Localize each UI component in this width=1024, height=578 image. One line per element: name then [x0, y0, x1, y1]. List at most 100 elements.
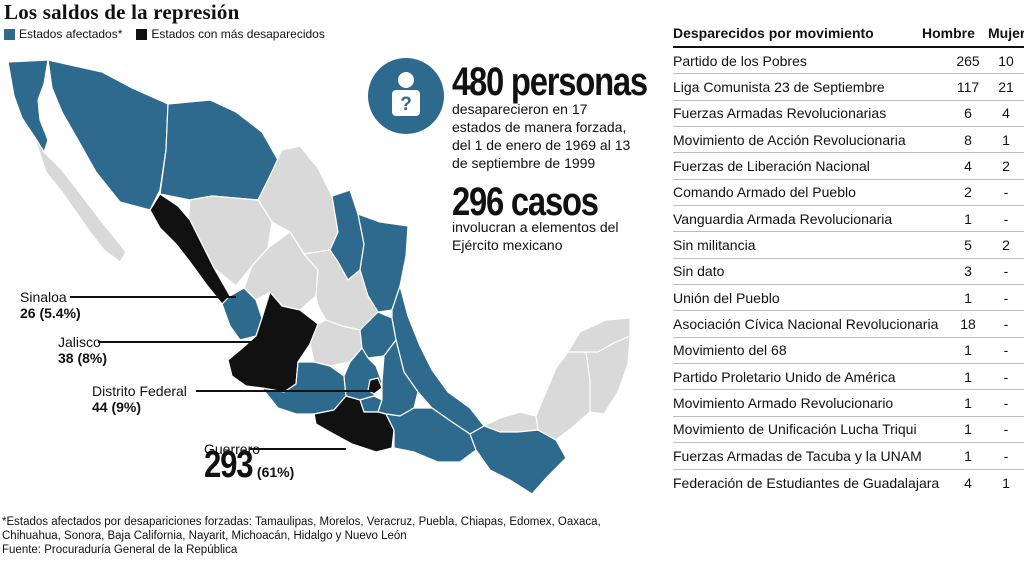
table-cell-hombre: 4 — [964, 158, 972, 175]
header-mujer: Mujer — [988, 25, 1024, 41]
mexico-map — [7, 59, 631, 495]
table-cell-mujer: - — [1003, 289, 1009, 306]
page-title: Los saldos de la represión — [4, 0, 240, 24]
state-baja-california-sur — [33, 135, 127, 263]
jalisco-leader — [98, 341, 268, 343]
table-cell-mujer: - — [1003, 447, 1009, 464]
table-cell-movement: Fuerzas de Liberación Nacional — [673, 158, 870, 175]
table-row: Fuerzas Armadas de Tacuba y la UNAM 1 - — [673, 443, 1024, 470]
table-cell-mujer: 4 — [1002, 105, 1010, 122]
footnote-line-2: Chihuahua, Sonora, Baja California, Naya… — [2, 530, 407, 542]
guerrero-callout: Guerrero 293 (61%) — [204, 441, 295, 486]
table-cell-movement: Fuerzas Armadas de Tacuba y la UNAM — [673, 447, 922, 464]
table-cell-mujer: - — [1003, 210, 1009, 227]
map-legend: Estados afectados* Estados con más desap… — [4, 27, 339, 41]
cases-big-number: 296 casos — [452, 180, 599, 224]
table-row: Partido Proletario Unido de América 1 - — [673, 364, 1024, 391]
svg-text:?: ? — [400, 94, 412, 115]
state-baja-california — [7, 59, 49, 153]
table-cell-hombre: 1 — [964, 395, 972, 412]
source-note: Fuente: Procuraduría General de la Repúb… — [2, 544, 238, 556]
df-leader — [196, 390, 374, 392]
guerrero-pct: (61%) — [256, 464, 295, 480]
guerrero-name: Guerrero — [204, 441, 261, 457]
table-cell-hombre: 5 — [964, 237, 972, 254]
table-cell-hombre: 1 — [964, 210, 972, 227]
table-cell-mujer: 10 — [998, 52, 1014, 69]
table-cell-movement: Sin militancia — [673, 237, 756, 254]
table-cell-mujer: - — [1003, 342, 1009, 359]
table-row: Vanguardia Armada Revolucionaria 1 - — [673, 206, 1024, 233]
cases-description: involucran a elementos del Ejército mexi… — [452, 219, 619, 253]
table-row: Comando Armado del Pueblo 2 - — [673, 180, 1024, 207]
table-row: Partido de los Pobres 265 10 — [673, 48, 1024, 75]
table-row: Movimiento Armado Revolucionario 1 - — [673, 390, 1024, 417]
header-movement: Desparecidos por movimiento — [673, 25, 874, 41]
table-cell-hombre: 3 — [964, 263, 972, 280]
sinaloa-name: Sinaloa — [20, 289, 67, 305]
table-cell-movement: Federación de Estudiantes de Guadalajara — [673, 474, 940, 491]
guerrero-big-number: 293 — [204, 444, 254, 486]
table-row: Federación de Estudiantes de Guadalajara… — [673, 470, 1024, 496]
jalisco-value: 38 (8%) — [58, 350, 108, 366]
table-cell-mujer: 2 — [1002, 158, 1010, 175]
table-row: Movimiento del 68 1 - — [673, 338, 1024, 365]
sinaloa-leader — [70, 296, 236, 298]
table-cell-movement: Movimiento de Acción Revolucionaria — [673, 131, 906, 148]
legend-affected-label: Estados afectados* — [19, 27, 123, 41]
table-cell-mujer: 2 — [1002, 237, 1010, 254]
table-cell-movement: Movimiento Armado Revolucionario — [673, 395, 894, 412]
table-cell-movement: Fuerzas Armadas Revolucionarias — [673, 105, 887, 122]
table-cell-mujer: - — [1003, 316, 1009, 333]
legend-affected-swatch — [4, 28, 15, 40]
table-cell-mujer: 21 — [998, 79, 1014, 96]
table-cell-movement: Vanguardia Armada Revolucionaria — [673, 210, 893, 227]
table-cell-mujer: 1 — [1002, 474, 1010, 491]
jalisco-name: Jalisco — [58, 334, 101, 350]
df-callout: Distrito Federal 44 (9%) — [92, 383, 187, 415]
jalisco-callout: Jalisco 38 (8%) — [58, 334, 107, 366]
table-cell-movement: Liga Comunista 23 de Septiembre — [673, 79, 885, 96]
table-cell-movement: Asociación Cívica Nacional Revolucionari… — [673, 316, 939, 333]
table-row: Fuerzas Armadas Revolucionarias 6 4 — [673, 101, 1024, 128]
table-cell-hombre: 18 — [960, 316, 976, 333]
table-cell-movement: Partido de los Pobres — [673, 52, 807, 69]
header-hombre: Hombre — [922, 25, 975, 41]
table-cell-hombre: 265 — [956, 52, 980, 69]
table-cell-movement: Unión del Pueblo — [673, 289, 780, 306]
state-chiapas — [469, 425, 567, 495]
table-cell-mujer: - — [1003, 368, 1009, 385]
footnote-line-1: *Estados afectados por desapariciones fo… — [2, 516, 601, 528]
persons-description: desaparecieron en 17 estados de manera f… — [452, 101, 631, 171]
table-cell-hombre: 1 — [964, 289, 972, 306]
sinaloa-value: 26 (5.4%) — [20, 305, 81, 321]
footnotes: *Estados afectados por desapariciones fo… — [2, 515, 642, 557]
table-cell-movement: Comando Armado del Pueblo — [673, 184, 856, 201]
guerrero-leader — [250, 448, 346, 450]
table-cell-hombre: 1 — [964, 447, 972, 464]
table-cell-movement: Partido Proletario Unido de América — [673, 368, 896, 385]
state-quintana-roo — [585, 335, 631, 415]
table-row: Unión del Pueblo 1 - — [673, 285, 1024, 312]
table-cell-mujer: - — [1003, 184, 1009, 201]
state-campeche — [535, 351, 591, 441]
table-cell-hombre: 4 — [964, 474, 972, 491]
df-name: Distrito Federal — [92, 383, 187, 399]
legend-most-swatch — [136, 28, 148, 40]
table-row: Sin militancia 5 2 — [673, 232, 1024, 259]
table-body: Partido de los Pobres 265 10 Liga Comunista… — [673, 48, 1024, 496]
movements-table: Desparecidos por movimiento Hombre Mujer… — [673, 20, 1024, 496]
table-cell-mujer: 1 — [1002, 131, 1010, 148]
persons-big-number: 480 personas — [452, 60, 648, 104]
table-cell-movement: Movimiento de Unificación Lucha Triqui — [673, 421, 917, 438]
table-row: Movimiento de Unificación Lucha Triqui 1 - — [673, 417, 1024, 444]
table-row: Asociación Cívica Nacional Revolucionari… — [673, 311, 1024, 338]
state-chihuahua — [159, 99, 279, 201]
table-cell-hombre: 117 — [956, 79, 980, 96]
table-cell-hombre: 1 — [964, 421, 972, 438]
table-cell-movement: Sin dato — [673, 263, 725, 280]
df-value: 44 (9%) — [92, 399, 142, 415]
table-cell-hombre: 2 — [964, 184, 972, 201]
legend-most-label: Estados con más desaparecidos — [151, 27, 325, 41]
sinaloa-callout: Sinaloa 26 (5.4%) — [20, 289, 81, 321]
